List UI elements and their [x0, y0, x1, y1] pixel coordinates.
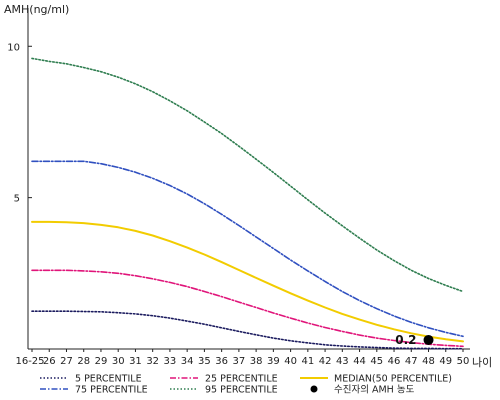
- y-tick-label: 10: [7, 42, 20, 53]
- annotation-value-label: 0.2: [395, 333, 416, 347]
- x-tick-label: 26: [43, 356, 56, 367]
- x-tick-label: 33: [164, 356, 177, 367]
- x-tick-label: 41: [301, 356, 314, 367]
- x-tick-label: 49: [439, 356, 452, 367]
- x-tick-label: 50: [457, 356, 470, 367]
- series-line-95-percentile: [31, 57, 464, 293]
- legend-label: 5 PERCENTILE: [75, 374, 142, 385]
- series-line-median-50-percentile: [31, 220, 464, 343]
- legend-label: 95 PERCENTILE: [205, 385, 278, 396]
- x-tick-label: 38: [250, 356, 263, 367]
- x-tick-label: 45: [370, 356, 383, 367]
- x-tick-label: 42: [319, 356, 332, 367]
- legend-label: 75 PERCENTILE: [75, 385, 148, 396]
- x-tick-label: 30: [112, 356, 125, 367]
- series-line-25-percentile: [31, 269, 464, 348]
- legend-marker-annotation: [310, 385, 318, 393]
- x-tick-label: 48: [422, 356, 435, 367]
- x-tick-label: 40: [284, 356, 297, 367]
- series-line-75-percentile: [31, 160, 464, 338]
- x-tick-label: 39: [267, 356, 280, 367]
- chart-legend: 5 PERCENTILE 25 PERCENTILE MEDIAN(50 PERCE…: [40, 374, 452, 396]
- series-line-5-percentile: [31, 310, 464, 350]
- x-tick-label: 16-25: [15, 356, 44, 367]
- annotation-marker: [423, 334, 434, 345]
- chart-annotation: 0.2: [395, 333, 434, 347]
- x-tick-label: 36: [215, 356, 228, 367]
- x-tick-label: 35: [198, 356, 211, 367]
- x-tick-label: 34: [181, 356, 194, 367]
- legend-label: MEDIAN(50 PERCENTILE): [334, 374, 452, 385]
- x-tick-label: 44: [353, 356, 366, 367]
- x-tick-label: 43: [336, 356, 349, 367]
- legend-label-annotation: 수진자의 AMH 농도: [334, 385, 415, 396]
- x-axis-title: 나이: [472, 356, 492, 369]
- x-tick-label: 46: [388, 356, 401, 367]
- x-tick-label: 28: [77, 356, 90, 367]
- x-tick-label: 27: [60, 356, 73, 367]
- x-tick-label: 37: [233, 356, 246, 367]
- chart-series: [31, 57, 464, 350]
- legend-label: 25 PERCENTILE: [205, 374, 278, 385]
- y-tick-label: 5: [14, 194, 20, 205]
- x-tick-label: 31: [129, 356, 142, 367]
- x-tick-label: 47: [405, 356, 418, 367]
- x-tick-label: 32: [146, 356, 159, 367]
- x-tick-label: 29: [95, 356, 108, 367]
- y-axis-title: AMH(ng/ml): [4, 3, 69, 16]
